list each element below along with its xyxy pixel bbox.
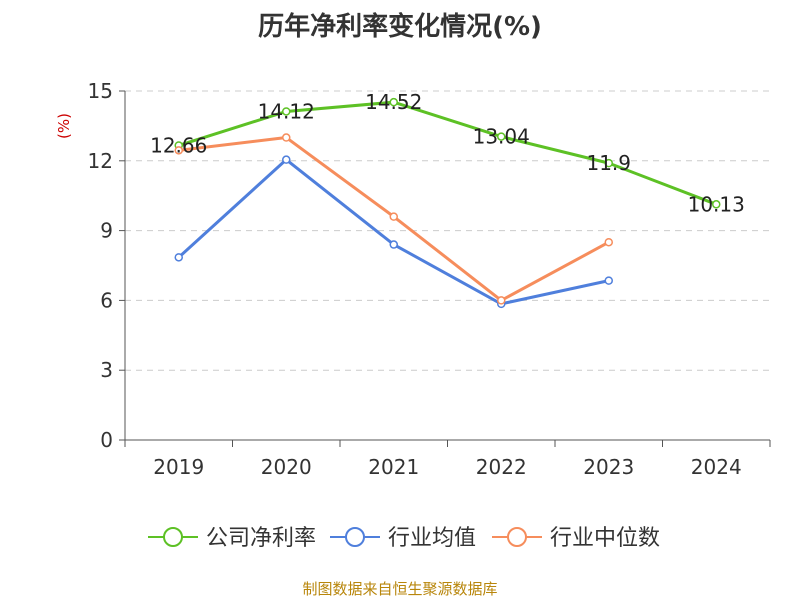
series-lines [174,97,721,309]
legend-marker-icon [345,527,365,547]
data-point [174,253,183,262]
legend-marker-icon [163,527,183,547]
data-label: 11.9 [586,151,631,175]
legend-item[interactable]: 行业中位数 [492,526,660,551]
data-point [174,146,183,155]
axes: 0 3 6 9 12 15 2019 2020 2021 2022 2023 2024 [88,79,771,479]
data-label: 12.66 [150,133,207,157]
data-point [497,132,506,141]
series-line [177,158,610,306]
data-point [604,276,613,285]
x-tick-label: 2023 [583,455,634,479]
data-point [604,158,613,168]
y-tick-label: 0 [100,428,113,452]
legend-item[interactable]: 公司净利率 [148,526,316,551]
x-tick-label: 2020 [261,455,312,479]
legend-marker-icon [507,527,527,547]
y-tick-label: 12 [88,149,113,173]
data-label: 13.04 [473,125,530,149]
y-tick-label: 3 [100,358,113,382]
legend-item[interactable]: 行业均值 [330,526,476,551]
data-label: 10.13 [688,192,745,216]
x-tick-label: 2022 [476,455,527,479]
data-point [389,212,398,221]
x-tick-label: 2019 [153,455,204,479]
data-point [712,200,721,209]
data-point [389,97,398,107]
data-point [282,107,291,116]
data-label: 14.12 [258,99,315,123]
data-labels: 12.66 14.12 14.52 13.04 11.9 10.13 [150,90,745,216]
chart-title: 历年净利率变化情况(%) [258,12,542,42]
x-tick-label: 2021 [368,455,419,479]
data-label: 14.52 [365,90,422,114]
grid-lines [125,90,770,371]
legend-label: 行业均值 [388,526,476,551]
legend[interactable]: 公司净利率 行业均值 行业中位数 [148,526,660,551]
x-tick-label: 2024 [691,455,742,479]
legend-label: 公司净利率 [206,526,316,551]
series-line [178,100,717,206]
data-point [497,296,506,305]
y-tick-label: 9 [100,219,113,243]
data-point [282,133,291,142]
data-point [282,155,291,164]
y-axis-label: (%) [55,113,73,139]
legend-label: 行业中位数 [550,526,660,551]
data-source-note: 制图数据来自恒生聚源数据库 [302,580,498,598]
data-point [604,237,613,247]
y-tick-label: 15 [88,79,113,103]
data-point [389,240,398,249]
y-tick-label: 6 [100,288,113,312]
